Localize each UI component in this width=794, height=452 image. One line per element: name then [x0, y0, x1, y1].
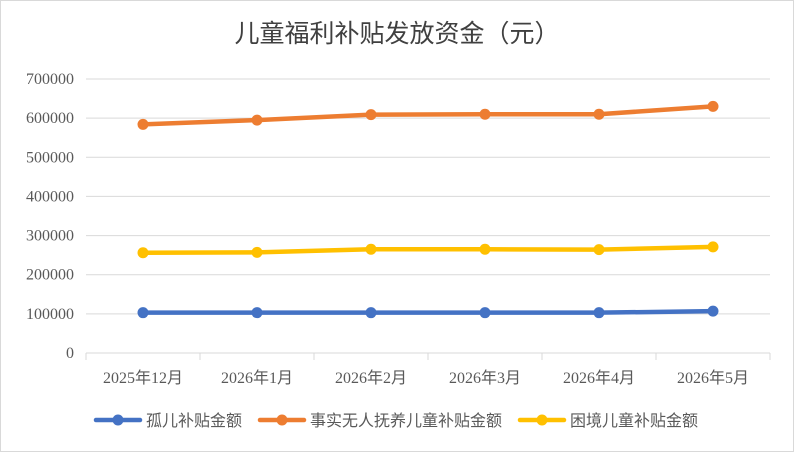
y-tick-label: 600000: [26, 110, 74, 127]
data-point: [251, 307, 263, 319]
y-tick-label: 700000: [26, 71, 74, 88]
y-tick-label: 0: [66, 345, 74, 362]
legend-label: 困境儿童补贴金额: [570, 411, 698, 430]
y-axis-ticks: 0 100000 200000 300000 400000 500000 600000 700…: [26, 71, 74, 362]
data-point: [137, 118, 149, 130]
data-point: [479, 243, 491, 255]
y-tick-label: 200000: [26, 267, 74, 284]
series-line-1: [140, 104, 716, 127]
data-point: [365, 109, 377, 121]
data-point: [593, 108, 605, 120]
data-point: [251, 114, 263, 126]
data-point: [707, 100, 719, 112]
x-tick-label: 2026年4月: [563, 369, 635, 387]
x-tick-label: 2026年5月: [677, 369, 749, 387]
chart-title: 儿童福利补贴发放资金（元）: [234, 19, 559, 48]
data-point: [593, 307, 605, 319]
y-tick-label: 500000: [26, 149, 74, 166]
series-line-2: [140, 244, 716, 256]
data-point: [479, 307, 491, 319]
data-point: [593, 244, 605, 256]
data-point: [707, 305, 719, 317]
data-point: [251, 246, 263, 258]
x-axis: 2025年12月 2026年1月 2026年2月 2026年3月 2026年4月 2026…: [85, 352, 771, 387]
legend-marker: [536, 414, 548, 426]
x-tick-label: 2026年2月: [335, 369, 407, 387]
x-tick-label: 2026年1月: [221, 369, 293, 387]
y-tick-label: 400000: [26, 188, 74, 205]
data-point: [707, 241, 719, 253]
legend: 孤儿补贴金额 事实无人抚养儿童补贴金额 困境儿童补贴金额: [93, 411, 698, 430]
legend-marker: [276, 414, 288, 426]
data-point: [137, 247, 149, 259]
x-tick-label: 2026年3月: [449, 369, 521, 387]
legend-label: 事实无人抚养儿童补贴金额: [310, 411, 502, 430]
data-point: [479, 108, 491, 120]
legend-label: 孤儿补贴金额: [146, 412, 242, 430]
y-tick-label: 300000: [26, 228, 74, 245]
series-lines: [137, 100, 719, 319]
legend-marker: [112, 414, 124, 426]
data-point: [137, 307, 149, 319]
x-tick-label: 2025年12月: [103, 369, 183, 387]
data-point: [365, 243, 377, 255]
y-tick-label: 100000: [26, 306, 74, 323]
series-line-0: [140, 308, 716, 315]
data-point: [365, 307, 377, 319]
